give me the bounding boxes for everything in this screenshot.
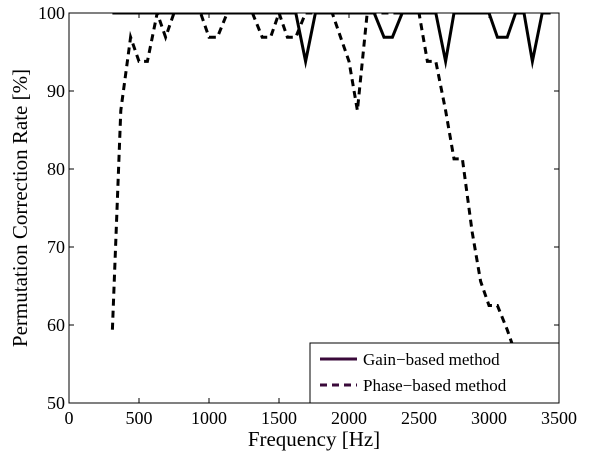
x-tick-label: 0 [65,408,74,428]
legend-label-phase: Phase−based method [363,376,507,395]
legend: Gain−based method Phase−based method [309,342,560,404]
legend-label-gain: Gain−based method [363,350,500,369]
legend-box [309,342,560,404]
x-axis-label: Frequency [Hz] [248,427,380,451]
series-line-gain [112,13,551,70]
series-layer [110,13,551,403]
x-tick-label: 3000 [471,408,507,428]
x-tick-label: 3500 [541,408,577,428]
y-axis-label: Permutation Correction Rate [%] [8,69,32,347]
x-tick-label: 2500 [401,408,437,428]
y-tick-label: 90 [47,81,65,101]
y-tick-label: 60 [47,315,65,335]
y-tick-label: 80 [47,159,65,179]
x-tick-label: 500 [126,408,153,428]
axis-ticks: 0 500 1000 1500 2000 2500 3000 3500 50 60 70 80 90 10… [38,3,577,428]
y-tick-label: 70 [47,237,65,257]
y-tick-label: 50 [47,393,65,413]
x-tick-label: 1500 [261,408,297,428]
x-tick-label: 1000 [191,408,227,428]
y-tick-label: 100 [38,3,65,23]
x-tick-label: 2000 [331,408,367,428]
